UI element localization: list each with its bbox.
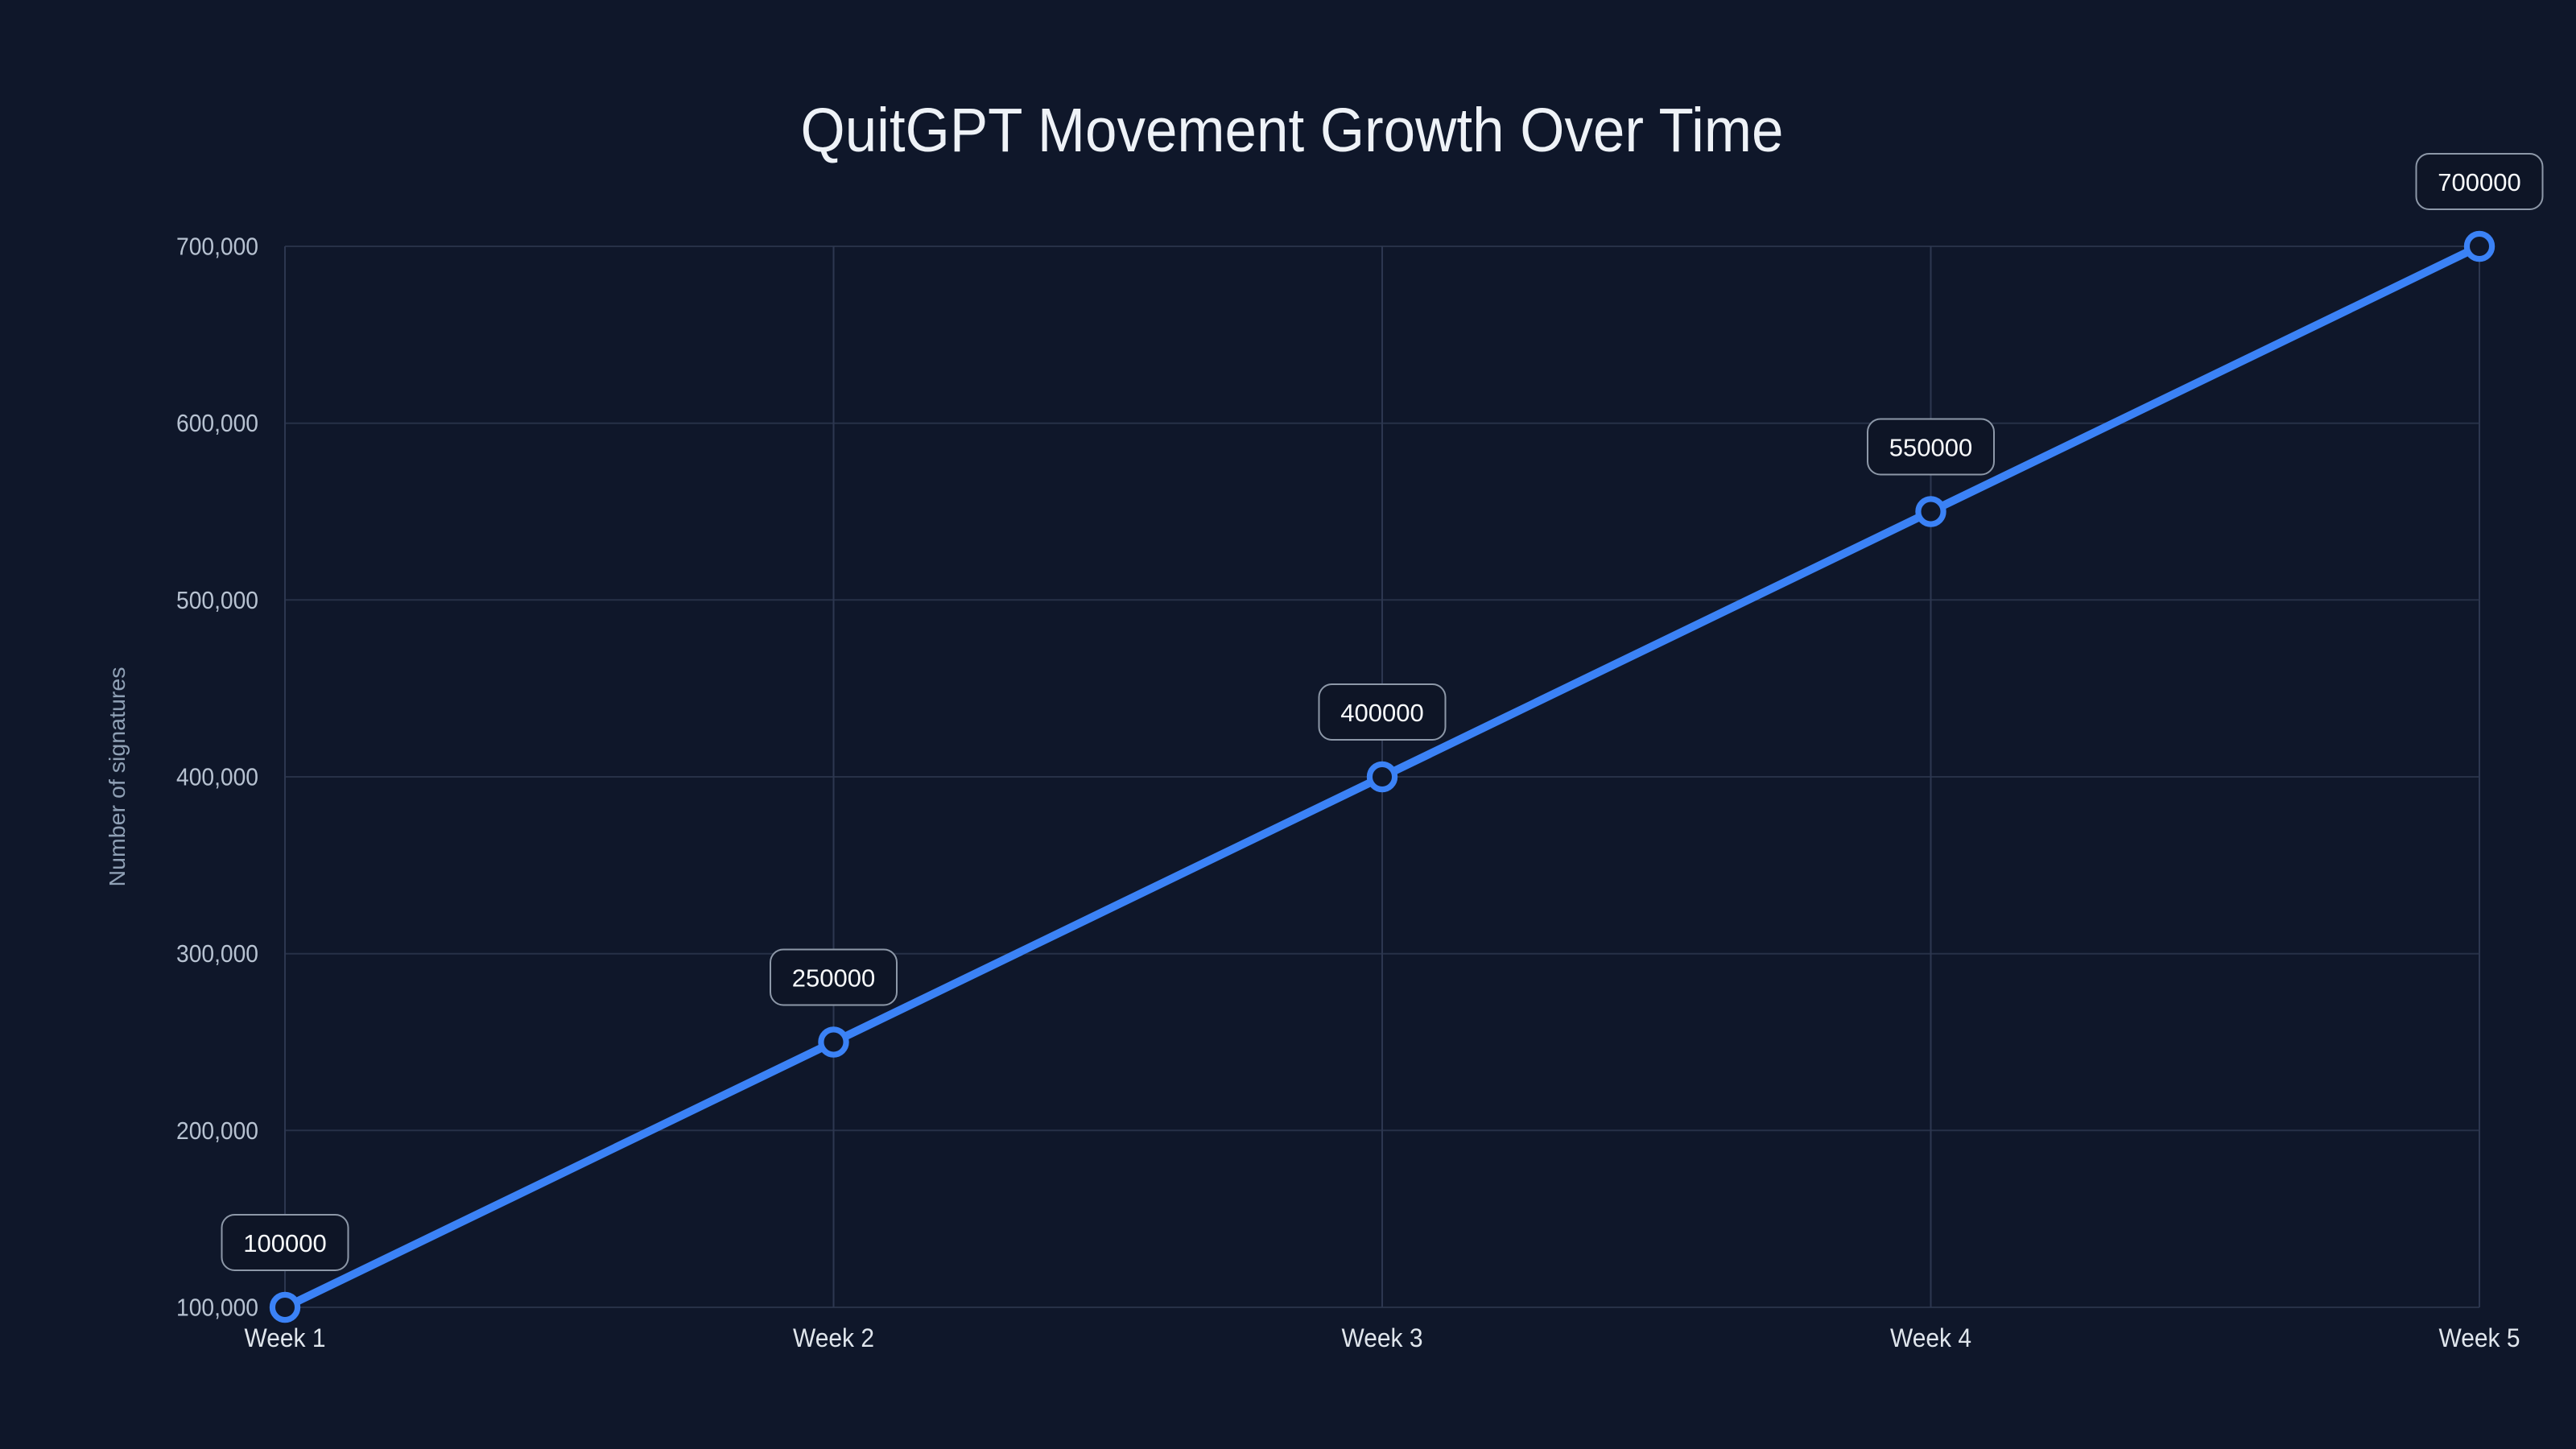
svg-text:100000: 100000 (243, 1229, 326, 1257)
svg-text:Week 5: Week 5 (2439, 1323, 2520, 1352)
svg-text:Week 3: Week 3 (1342, 1323, 1423, 1352)
svg-text:550000: 550000 (1889, 434, 1972, 462)
svg-text:300,000: 300,000 (176, 939, 258, 968)
svg-text:Week 4: Week 4 (1890, 1323, 1971, 1352)
svg-text:400000: 400000 (1340, 699, 1423, 727)
svg-text:200,000: 200,000 (176, 1117, 258, 1145)
svg-text:100,000: 100,000 (176, 1294, 258, 1322)
svg-text:QuitGPT Movement Growth Over T: QuitGPT Movement Growth Over Time (801, 96, 1784, 165)
svg-text:Number of signatures: Number of signatures (105, 667, 130, 887)
svg-text:Week 2: Week 2 (793, 1323, 874, 1352)
svg-text:Week 1: Week 1 (245, 1323, 326, 1352)
svg-text:400,000: 400,000 (176, 763, 258, 791)
svg-text:600,000: 600,000 (176, 409, 258, 437)
svg-text:500,000: 500,000 (176, 586, 258, 614)
svg-text:250000: 250000 (792, 964, 875, 993)
svg-text:700000: 700000 (2438, 168, 2520, 196)
svg-text:700,000: 700,000 (176, 233, 258, 261)
